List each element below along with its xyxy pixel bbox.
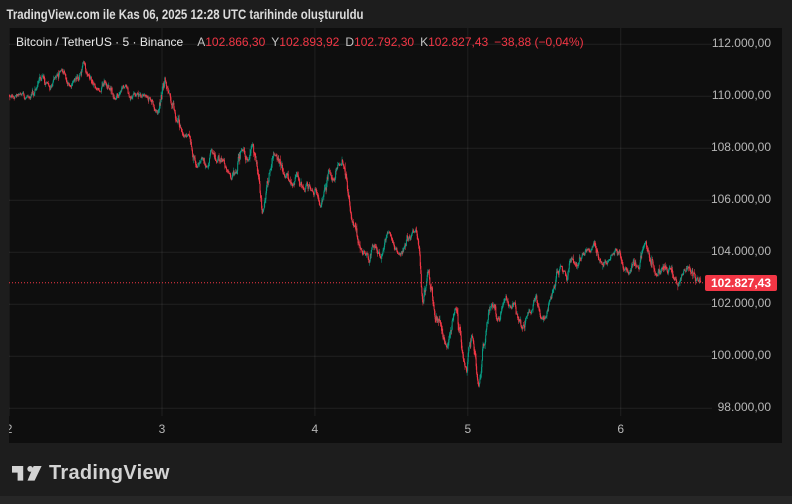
change-value: −38,88 (−0,04%)	[494, 35, 584, 49]
ohlc-value: 102.893,92	[279, 35, 340, 49]
tradingview-logo[interactable]: TradingView	[12, 462, 170, 485]
chart-widget: Bitcoin / TetherUS · 5 · Binance A102.86…	[9, 28, 782, 443]
price-axis-label: 104.000,00	[710, 244, 771, 259]
symbol-title[interactable]: Bitcoin / TetherUS · 5 · Binance	[16, 35, 184, 49]
price-axis-label: 112.000,00	[711, 36, 771, 51]
price-axis-label: 100.000,00	[710, 348, 771, 363]
ohlc-c-group: K102.827,43	[420, 35, 488, 49]
down-candle-bodies	[9, 61, 702, 387]
price-axis-label: 102.000,00	[710, 296, 771, 311]
ohlc-value: 102.792,30	[354, 35, 415, 49]
ohlc-value: 102.827,43	[428, 35, 489, 49]
tradingview-logo-icon	[12, 465, 42, 481]
chart-legend: Bitcoin / TetherUS · 5 · Binance A102.86…	[16, 35, 584, 49]
time-axis-label: 2	[9, 422, 13, 436]
ohlc-h-group: Y102.893,92	[271, 35, 339, 49]
down-candle-wicks	[9, 61, 702, 388]
time-axis-label: 6	[617, 422, 625, 436]
tradingview-logo-text: TradingView	[49, 462, 170, 484]
ohlc-l-group: D102.792,30	[345, 35, 414, 49]
bottom-bar: TradingView	[0, 443, 792, 504]
ohlc-label: K	[420, 35, 429, 49]
price-axis-label: 108.000,00	[710, 140, 771, 155]
last-price-badge: 102.827,43	[705, 274, 777, 291]
price-axis[interactable]: 112.000,00 110.000,00 108.000,00 106.000,00…	[704, 28, 782, 443]
attribution-text: TradingView.com ile Kas 06, 2025 12:28 U…	[6, 6, 364, 22]
bottom-strip	[0, 496, 792, 504]
ohlc-values: A102.866,30 Y102.893,92 D102.792,30 K102.82…	[197, 35, 583, 49]
top-attribution-bar: TradingView.com ile Kas 06, 2025 12:28 U…	[0, 0, 792, 28]
time-axis-label: 4	[311, 422, 319, 436]
ohlc-value: 102.866,30	[205, 35, 266, 49]
ohlc-label: A	[197, 35, 206, 49]
price-axis-label: 110.000,00	[711, 88, 771, 103]
time-axis-label: 5	[464, 422, 472, 436]
candlestick-chart[interactable]	[9, 28, 782, 443]
time-axis-label: 3	[158, 422, 166, 436]
price-axis-label: 98.000,00	[717, 400, 771, 415]
ohlc-label: D	[345, 35, 355, 49]
up-candle-bodies	[9, 61, 701, 387]
price-axis-label: 106.000,00	[710, 192, 771, 207]
ohlc-o-group: A102.866,30	[197, 35, 265, 49]
ohlc-label: Y	[271, 35, 280, 49]
